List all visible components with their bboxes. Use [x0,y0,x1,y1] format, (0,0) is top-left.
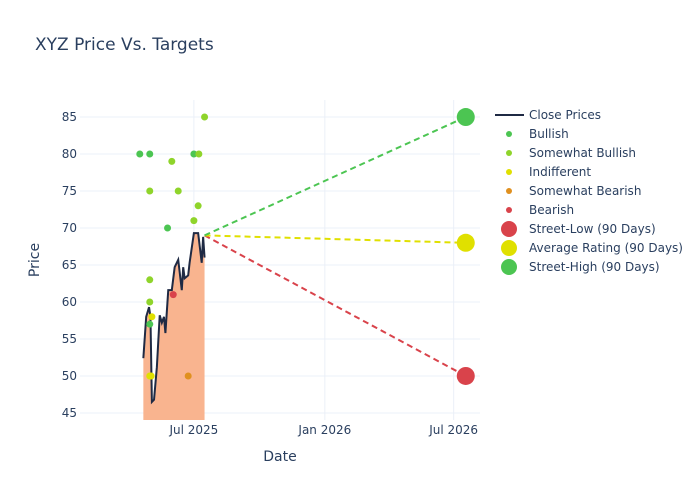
y-tick-label: 50 [62,369,77,383]
close-price-line [142,232,206,405]
rating-point [146,187,154,195]
legend-label: Indifferent [529,165,591,179]
y-tick-label: 65 [62,258,77,272]
x-tick-label: Jan 2026 [297,423,351,437]
rating-point [195,150,203,158]
y-tick-label: 60 [62,295,77,309]
legend-label: Close Prices [529,108,601,122]
y-tick-label: 80 [62,147,77,161]
rating-point [168,157,176,165]
rating-point [194,202,202,210]
legend-dot-icon [506,207,512,213]
y-axis-label: Price [27,243,43,277]
legend-dot-icon [501,259,517,275]
y-tick-label: 85 [62,110,77,124]
rating-point [190,217,198,225]
legend-dot-icon [506,169,512,175]
legend-label: Somewhat Bearish [529,184,641,198]
rating-point [146,320,154,328]
legend-label: Bearish [529,203,574,217]
target-marker [456,233,475,252]
legend-label: Average Rating (90 Days) [529,241,683,255]
rating-point [184,372,192,380]
y-tick-label: 75 [62,184,77,198]
rating-point [164,224,172,232]
target-line [204,234,466,244]
y-tick-label: 55 [62,332,77,346]
target-line [204,234,467,377]
legend-label: Street-High (90 Days) [529,260,660,274]
rating-point [148,313,156,321]
y-tick-label: 70 [62,221,77,235]
rating-point [146,276,154,284]
legend-dot-icon [501,240,517,256]
legend-dot-icon [506,188,512,194]
legend-label: Street-Low (90 Days) [529,222,656,236]
x-tick-label: Jul 2026 [428,423,478,437]
target-marker [456,108,475,127]
legend-dot-icon [506,150,512,156]
legend-label: Somewhat Bullish [529,146,636,160]
rating-point [147,372,155,380]
rating-point [201,113,209,121]
rating-point [174,187,182,195]
x-axis-label: Date [263,449,296,465]
legend-dot-icon [501,221,517,237]
legend-label: Bullish [529,127,569,141]
legend-dot-icon [506,131,512,137]
target-marker [456,366,475,385]
rating-point [190,150,198,158]
chart-title: XYZ Price Vs. Targets [35,35,214,55]
y-tick-label: 45 [62,406,77,420]
rating-point [169,291,177,299]
x-tick-label: Jul 2025 [168,423,218,437]
rating-point [136,150,144,158]
target-line [204,116,467,237]
rating-point [146,298,154,306]
rating-point [146,150,154,158]
